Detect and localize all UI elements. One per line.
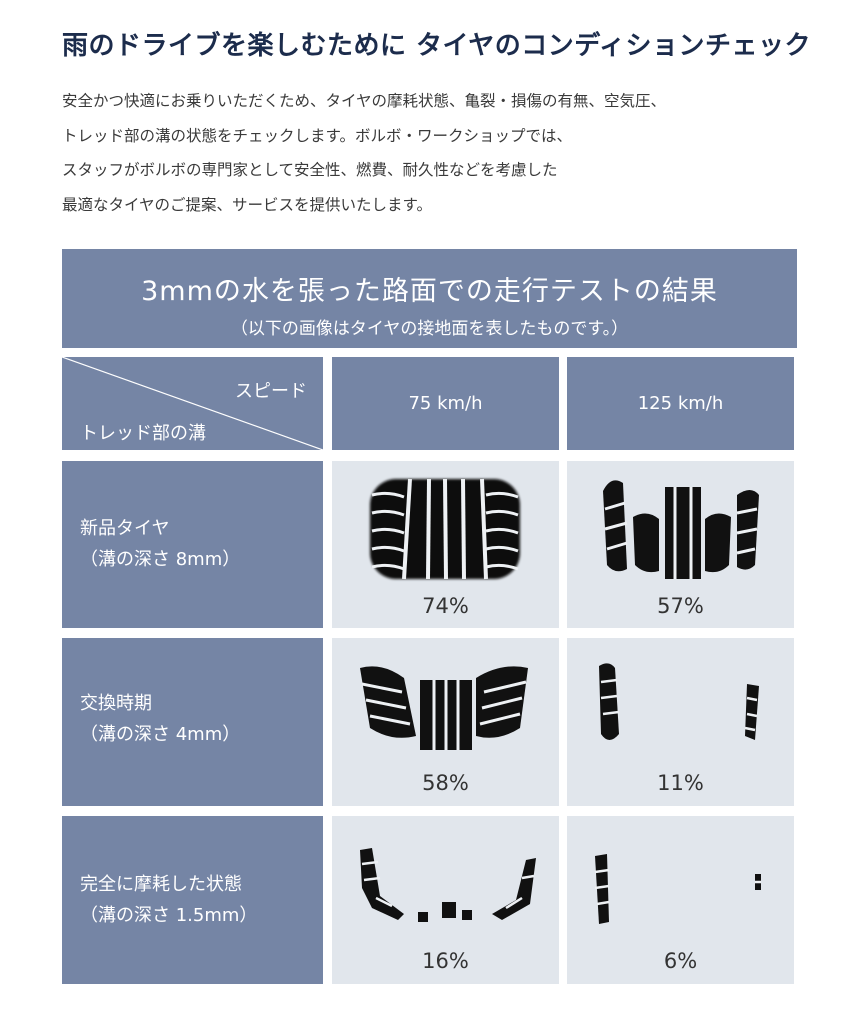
- tire-contact-patch-image: [370, 478, 520, 580]
- test-results-table: 3mmの水を張った路面での走行テストの結果 （以下の画像はタイヤの接地面を表した…: [62, 249, 797, 984]
- contact-patch-cell: 58%: [332, 638, 559, 806]
- row-label-replacement-time: 交換時期 （溝の深さ 4mm）: [62, 638, 323, 806]
- contact-percentage: 16%: [422, 949, 469, 973]
- tire-contact-patch-image: [594, 854, 761, 924]
- contact-patch-cell: 16%: [332, 816, 559, 984]
- speed-label: 125 km/h: [637, 393, 724, 414]
- contact-patch-cell: 11%: [567, 638, 794, 806]
- contact-percentage: 6%: [663, 949, 698, 973]
- row-label-fully-worn: 完全に摩耗した状態 （溝の深さ 1.5mm）: [62, 816, 323, 984]
- tire-contact-patch-image: [599, 663, 759, 740]
- contact-percentage: 74%: [422, 594, 469, 618]
- tire-contact-patch-image: [360, 666, 528, 750]
- row-label-line: 完全に摩耗した状態: [80, 874, 242, 895]
- contact-percentage: 11%: [657, 771, 704, 795]
- tire-contact-patch-image: [360, 848, 536, 922]
- contact-percentage: 58%: [422, 771, 469, 795]
- row-label-line: （溝の深さ 1.5mm）: [80, 905, 258, 926]
- speed-header-75: 75 km/h: [332, 357, 559, 450]
- tread-axis-label: トレッド部の溝: [80, 423, 206, 444]
- speed-header-125: 125 km/h: [567, 357, 794, 450]
- intro-text: 安全かつ快適にお乗りいただくため、タイヤの摩耗状態、亀裂・損傷の有無、空気圧、 …: [62, 84, 802, 222]
- intro-line: 安全かつ快適にお乗りいただくため、タイヤの摩耗状態、亀裂・損傷の有無、空気圧、: [62, 92, 667, 110]
- contact-patch-cell: 57%: [567, 461, 794, 628]
- speed-label: 75 km/h: [408, 393, 483, 414]
- speed-axis-label: スピード: [235, 381, 307, 402]
- contact-percentage: 57%: [657, 594, 704, 618]
- intro-line: トレッド部の溝の状態をチェックします。ボルボ・ワークショップでは、: [62, 126, 572, 145]
- intro-line: スタッフがボルボの専門家として安全性、燃費、耐久性などを考慮した: [62, 161, 558, 179]
- test-header: 3mmの水を張った路面での走行テストの結果 （以下の画像はタイヤの接地面を表した…: [62, 249, 797, 348]
- page-title: 雨のドライブを楽しむために タイヤのコンディションチェック: [62, 31, 811, 61]
- row-label-line: 新品タイヤ: [80, 518, 170, 539]
- row-label-line: （溝の深さ 8mm）: [80, 549, 241, 570]
- contact-patch-cell: 74%: [332, 461, 559, 628]
- intro-line: 最適なタイヤのご提案、サービスを提供いたします。: [62, 195, 432, 214]
- row-label-line: （溝の深さ 4mm）: [80, 724, 241, 745]
- diagonal-divider: [62, 357, 323, 450]
- tire-contact-patch-image: [603, 480, 759, 579]
- contact-patch-cell: 6%: [567, 816, 794, 984]
- test-subtitle: （以下の画像はタイヤの接地面を表したものです。）: [230, 319, 629, 339]
- row-label-new-tire: 新品タイヤ （溝の深さ 8mm）: [62, 461, 323, 628]
- row-label-line: 交換時期: [80, 693, 152, 714]
- test-title: 3mmの水を張った路面での走行テストの結果: [141, 276, 718, 307]
- corner-header: スピード トレッド部の溝: [62, 357, 323, 450]
